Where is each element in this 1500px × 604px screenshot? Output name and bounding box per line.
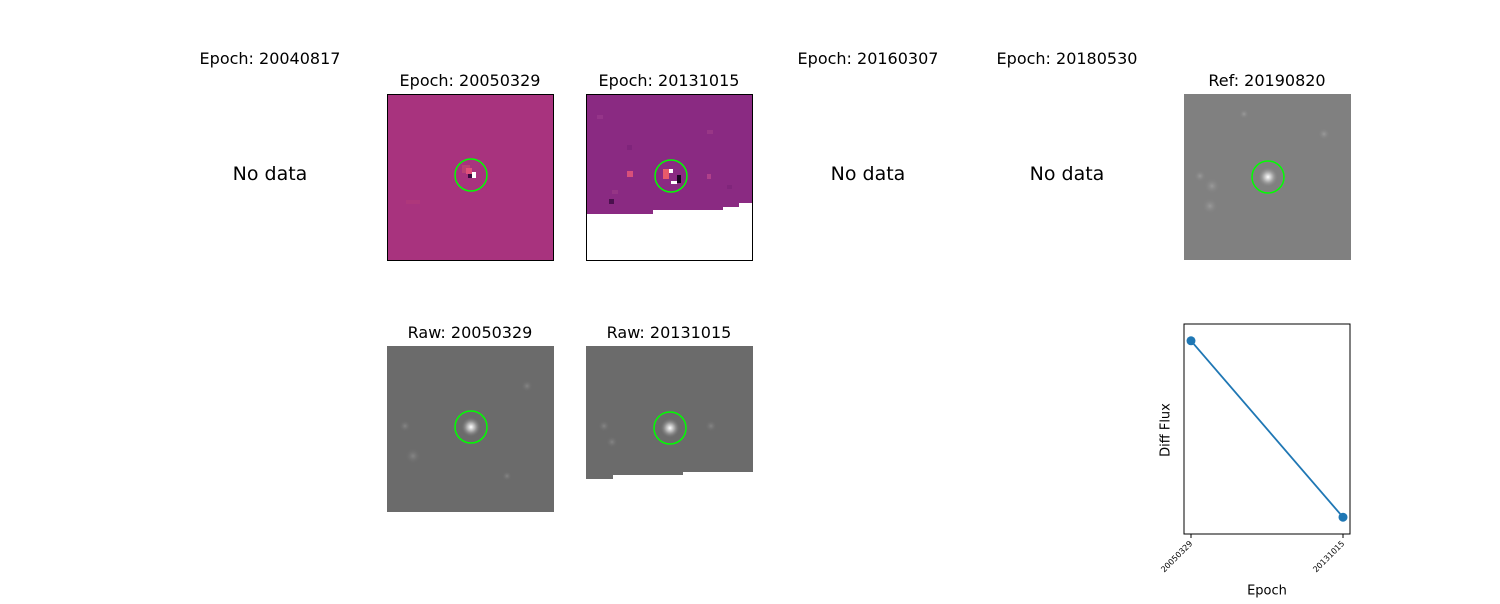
title-epoch-20131015: Epoch: 20131015 [598, 71, 740, 90]
no-data-20180530: No data [1029, 163, 1105, 185]
x-axis-label: Epoch [1247, 583, 1287, 599]
light-curve-svg: 20050329 20131015 [1159, 323, 1351, 574]
x-tick-label-20050329: 20050329 [1159, 539, 1194, 574]
plot-frame [1183, 323, 1351, 535]
data-point-20131015 [1338, 512, 1348, 522]
no-data-20160307: No data [830, 163, 906, 185]
diff-image-20131015 [586, 94, 753, 261]
title-raw-20131015: Raw: 20131015 [606, 323, 732, 342]
title-epoch-20180530: Epoch: 20180530 [996, 49, 1138, 68]
ref-image-20190820 [1184, 94, 1351, 261]
diff-flux-line [1190, 340, 1344, 518]
title-epoch-20160307: Epoch: 20160307 [797, 49, 939, 68]
title-epoch-20040817: Epoch: 20040817 [199, 49, 341, 68]
data-point-20050329 [1186, 336, 1196, 346]
title-raw-20050329: Raw: 20050329 [407, 323, 533, 342]
x-tick-label-20131015: 20131015 [1311, 539, 1346, 574]
title-ref-20190820: Ref: 20190820 [1208, 71, 1326, 90]
no-data-20040817: No data [232, 163, 308, 185]
diff-image-20050329 [387, 94, 554, 261]
light-curve-chart: 20050329 20131015 [1150, 315, 1380, 600]
raw-image-20050329 [387, 346, 554, 513]
raw-image-20131015 [586, 346, 753, 513]
title-epoch-20050329: Epoch: 20050329 [399, 71, 541, 90]
